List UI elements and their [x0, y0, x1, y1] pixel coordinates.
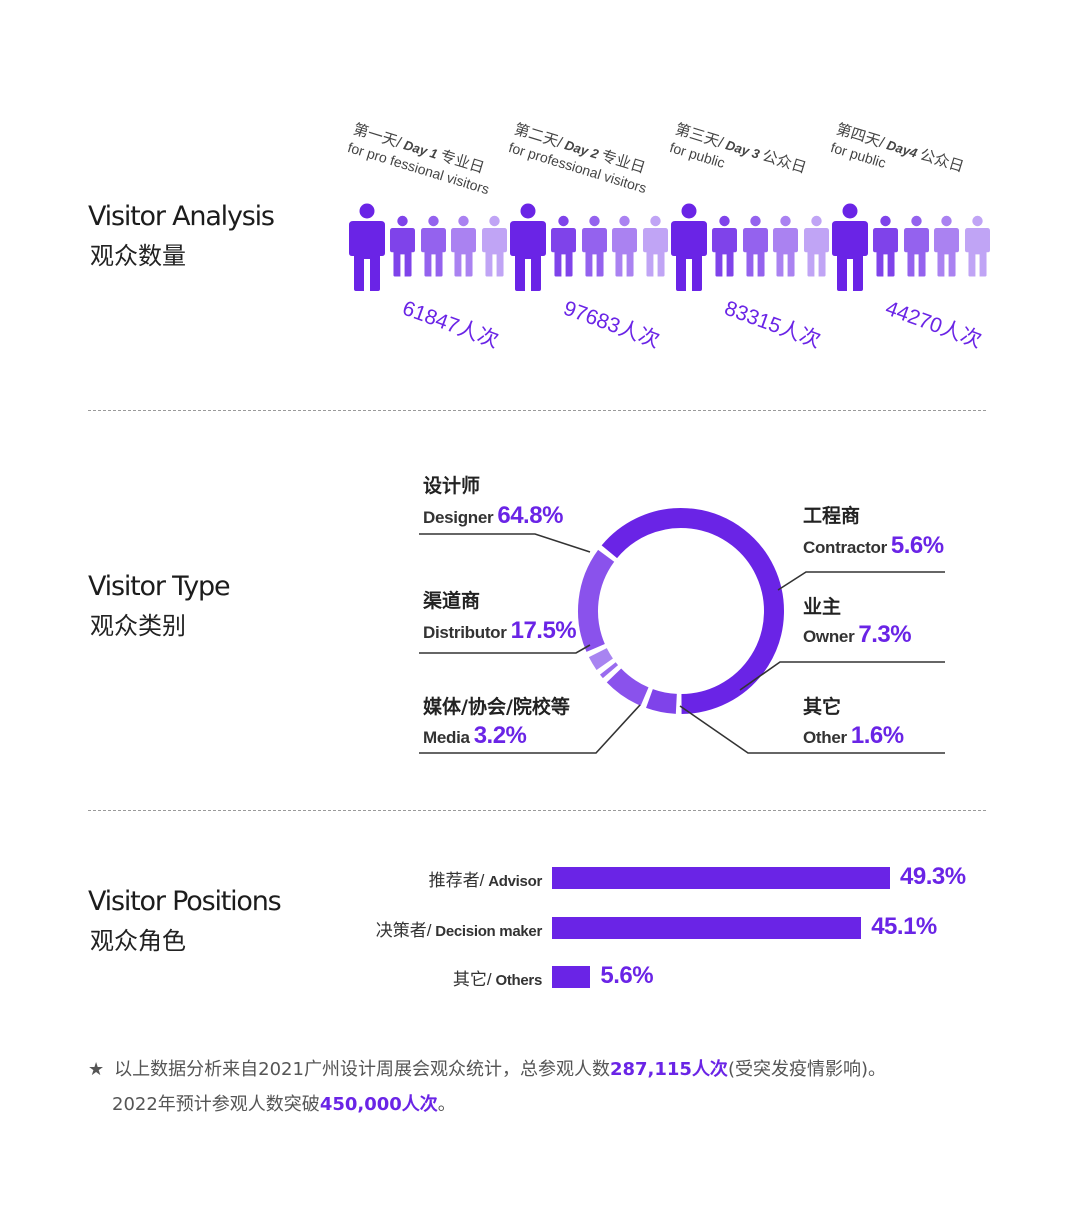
slice-label-en: Media	[423, 728, 470, 747]
slice-label-cn: 其它	[803, 696, 842, 718]
donut-slice	[588, 648, 614, 670]
leader-line	[679, 705, 945, 754]
section-title-en: Visitor Type	[88, 571, 231, 602]
slice-label-en: Owner	[803, 627, 855, 646]
footnote-line-2: 2022年预计参观人数突破450,000人次。	[112, 1090, 456, 1116]
footnote-line-1: ★ 以上数据分析来自2021广州设计周展会观众统计，总参观人数287,115人次(…	[88, 1055, 886, 1081]
bar-label: 推荐者/ Advisor	[428, 866, 543, 891]
slice-pct: 1.6%	[850, 722, 904, 749]
section-title-cn: 观众角色	[90, 927, 186, 955]
donut-slice	[606, 668, 649, 706]
person-icon	[390, 215, 415, 277]
person-icon	[903, 215, 929, 277]
footnote-text: 以上数据分析来自2021广州设计周展会观众统计，总参观人数	[114, 1059, 610, 1080]
bar-label: 决策者/ Decision maker	[375, 916, 543, 941]
donut-slice	[578, 549, 615, 652]
slice-label-cn: 媒体/协会/院校等	[423, 696, 570, 718]
slice-label-en: Designer	[423, 508, 494, 527]
slice-label-cn: 工程商	[803, 505, 861, 527]
slice-pct: 5.6%	[890, 532, 944, 559]
slice-label-row: Contractor 5.6%	[803, 532, 944, 560]
divider	[88, 410, 986, 411]
leader-line	[419, 644, 591, 654]
leader-line	[419, 704, 641, 754]
slice-pct: 64.8%	[497, 502, 563, 529]
bar-label: 其它/ Others	[453, 965, 542, 990]
person-icon	[420, 215, 446, 277]
bar-label-cn: 决策者/	[375, 921, 432, 940]
section-title-cn: 观众类别	[90, 612, 186, 640]
person-icon	[964, 215, 990, 277]
donut-slice	[599, 662, 619, 679]
position-bar	[552, 966, 591, 988]
slice-pct: 17.5%	[510, 617, 577, 644]
person-icon	[712, 215, 737, 277]
leader-line	[419, 533, 591, 553]
footnote-text: 。	[437, 1094, 456, 1115]
bar-label-en: Advisor	[484, 873, 542, 890]
slice-label-row: Media 3.2%	[423, 722, 527, 750]
slice-label-cn: 渠道商	[423, 590, 481, 612]
leader-line	[739, 661, 945, 691]
slice-label-cn: 业主	[803, 596, 842, 618]
donut-slice	[601, 508, 784, 714]
person-icon	[742, 215, 768, 277]
donut-slice	[646, 688, 678, 714]
section-title-en: Visitor Analysis	[88, 201, 275, 232]
position-bar	[552, 917, 862, 939]
slice-label-en: Distributor	[423, 623, 507, 642]
slice-label-row: Designer 64.8%	[423, 502, 563, 530]
person-icon	[934, 215, 959, 277]
slice-label-row: Owner 7.3%	[803, 621, 912, 649]
footnote-forecast: 450,000人次	[319, 1094, 438, 1115]
slice-label-row: Other 1.6%	[803, 722, 904, 750]
slice-label-en: Contractor	[803, 538, 887, 557]
footnote-text: 2022年预计参观人数突破	[112, 1094, 320, 1115]
slice-label-en: Other	[803, 728, 847, 747]
section-title-en: Visitor Positions	[88, 886, 282, 917]
person-icon	[551, 215, 576, 277]
slice-pct: 7.3%	[858, 621, 912, 648]
bar-value: 49.3%	[900, 863, 966, 890]
person-icon	[832, 203, 868, 291]
person-icon	[581, 215, 607, 277]
person-icon	[481, 215, 507, 277]
slice-label-cn: 设计师	[423, 475, 481, 497]
person-icon	[510, 203, 546, 291]
bar-label-cn: 推荐者/	[428, 871, 485, 890]
person-icon	[612, 215, 637, 277]
bar-label-en: Others	[491, 972, 542, 989]
star-icon: ★	[88, 1059, 105, 1080]
bar-label-cn: 其它/	[452, 970, 492, 989]
person-icon	[803, 215, 829, 277]
person-icon	[349, 203, 385, 291]
person-icon	[773, 215, 798, 277]
divider	[88, 810, 986, 811]
person-icon	[873, 215, 898, 277]
person-icon	[671, 203, 707, 291]
visitor-type-donut	[419, 508, 945, 754]
bar-value: 5.6%	[600, 962, 654, 989]
footnote-text: (受突发疫情影响)。	[727, 1059, 886, 1080]
slice-pct: 3.2%	[473, 722, 527, 749]
bar-label-en: Decision maker	[431, 923, 542, 940]
leader-line	[777, 571, 945, 591]
person-icon	[451, 215, 476, 277]
person-icon	[642, 215, 668, 277]
position-bar	[552, 867, 890, 889]
bar-value: 45.1%	[871, 913, 937, 940]
slice-label-row: Distributor 17.5%	[423, 617, 577, 645]
section-title-cn: 观众数量	[90, 242, 186, 270]
footnote-total: 287,115人次	[609, 1059, 728, 1080]
